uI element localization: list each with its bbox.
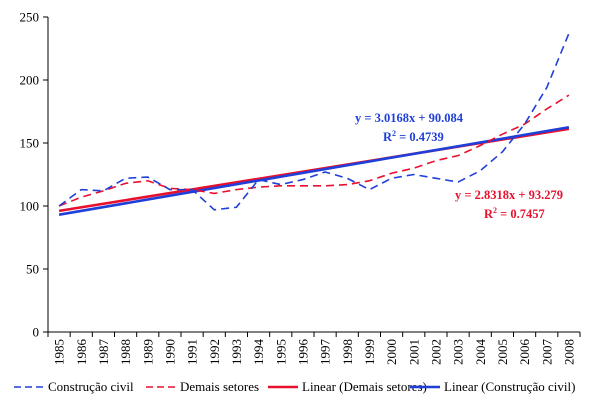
x-tick-label: 2004 (473, 339, 488, 366)
x-tick-label: 2003 (451, 339, 466, 365)
x-tick-label: 1997 (318, 339, 333, 366)
x-tick-label: 1987 (96, 339, 111, 366)
x-tick-label: 1995 (273, 339, 288, 365)
y-tick-label: 0 (33, 325, 40, 340)
x-tick-label: 2001 (406, 339, 421, 365)
legend-label-linear-demais: Linear (Demais setores) (302, 379, 427, 394)
x-tick-label: 2007 (539, 339, 554, 366)
x-tick-label: 1988 (118, 339, 133, 365)
trendline-construcao (58, 125, 570, 216)
legend-item-linear-construcao: Linear (Construção civil) (410, 379, 575, 394)
y-tick-label: 50 (26, 262, 39, 277)
annotation-demais: y = 2.8318x + 93.279 R2 = 0.7457 (455, 188, 563, 221)
x-tick-label: 1993 (229, 339, 244, 365)
x-tick-label: 1999 (362, 339, 377, 365)
x-tick-label: 1990 (162, 339, 177, 365)
x-tick-label: 1986 (74, 339, 89, 366)
legend-item-linear-demais: Linear (Demais setores) (268, 379, 427, 394)
annotation-construcao: y = 3.0168x + 90.084 R2 = 0.4739 (355, 111, 464, 144)
x-tick-label: 2002 (428, 339, 443, 365)
series-layer (58, 33, 570, 216)
equation-label-demais: y = 2.8318x + 93.279 (455, 188, 563, 202)
r2-label-construcao: R2 = 0.4739 (383, 129, 444, 144)
legend-label-construcao: Construção civil (48, 379, 134, 394)
x-tick-label: 2008 (561, 339, 576, 365)
y-tick-label: 100 (20, 199, 40, 214)
x-ticks: 1985 1986 1987 1988 1989 1990 1991 1992 1993 1994… (47, 332, 581, 366)
legend-item-construcao: Construção civil (14, 379, 134, 394)
series-line-construcao (58, 33, 570, 211)
legend-item-demais: Demais setores (146, 379, 259, 394)
legend-label-demais: Demais setores (180, 379, 259, 394)
x-tick-label: 1985 (52, 339, 67, 365)
y-tick-label: 200 (20, 73, 40, 88)
equation-label-construcao: y = 3.0168x + 90.084 (355, 111, 464, 125)
series-line-demais (58, 94, 570, 207)
y-ticks: 0 50 100 150 200 250 (20, 10, 48, 340)
r2-label-demais: R2 = 0.7457 (484, 206, 545, 221)
y-tick-label: 150 (20, 136, 40, 151)
x-tick-label: 2006 (517, 339, 532, 366)
y-tick-label: 250 (20, 10, 40, 25)
legend: Construção civil Demais setores Linear (… (14, 379, 575, 394)
x-tick-label: 1994 (251, 339, 266, 366)
x-tick-label: 1998 (340, 339, 355, 365)
legend-label-linear-construcao: Linear (Construção civil) (444, 379, 575, 394)
x-tick-label: 1996 (295, 339, 310, 366)
x-tick-label: 2000 (384, 339, 399, 365)
x-tick-label: 1991 (185, 339, 200, 365)
x-tick-label: 1989 (140, 339, 155, 365)
x-tick-label: 2005 (495, 339, 510, 365)
x-tick-label: 1992 (207, 339, 222, 365)
